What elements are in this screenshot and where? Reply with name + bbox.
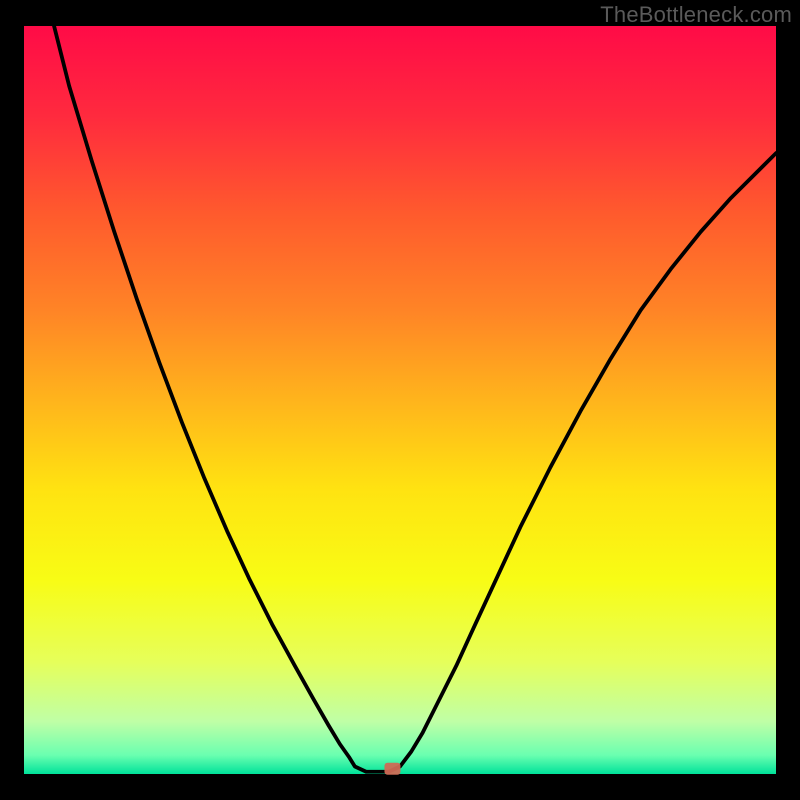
bottleneck-chart — [0, 0, 800, 800]
chart-container: TheBottleneck.com — [0, 0, 800, 800]
optimal-point-marker — [384, 763, 400, 775]
chart-plot-area — [24, 26, 776, 774]
